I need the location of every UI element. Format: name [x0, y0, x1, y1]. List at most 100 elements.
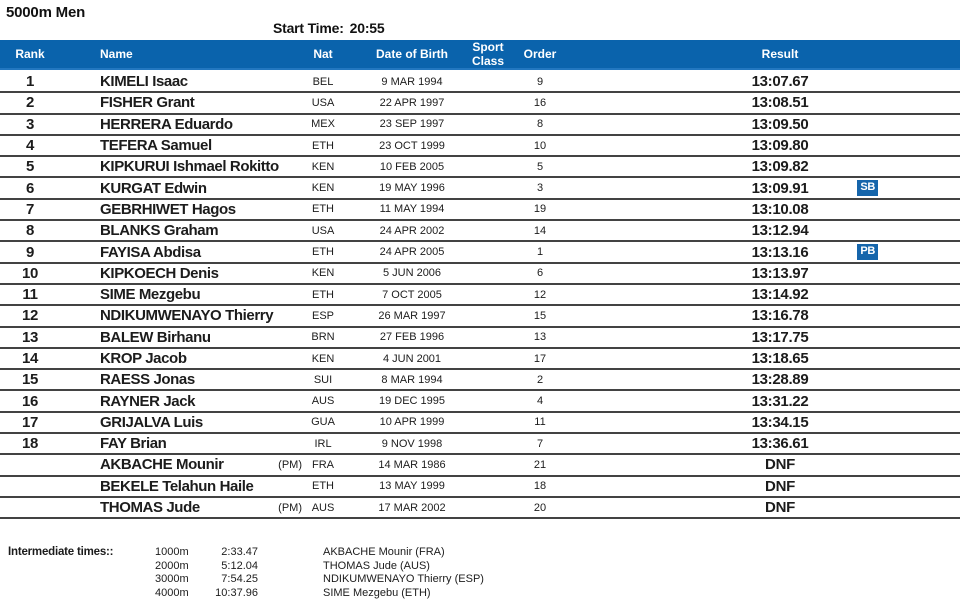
- table-row: 10 KIPKOECH Denis KEN 5 JUN 2006 6 13:13…: [0, 264, 960, 285]
- intermediate-time-row: 1000m 2:33.47 AKBACHE Mounir (FRA): [155, 546, 484, 560]
- record-badge: SB: [857, 180, 878, 196]
- intermediate-time-row: 2000m 5:12.04 THOMAS Jude (AUS): [155, 560, 484, 574]
- name-cell: THOMAS Jude (PM): [60, 499, 302, 516]
- nationality-cell: ESP: [302, 310, 344, 322]
- record-badge: PB: [857, 244, 878, 260]
- name-cell: AKBACHE Mounir (PM): [60, 456, 302, 473]
- nationality-cell: USA: [302, 97, 344, 109]
- athlete-name: GEBRHIWET Hagos: [100, 201, 236, 218]
- result-cell: 13:34.15: [570, 414, 960, 431]
- split-athlete: SIME Mezgebu (ETH): [323, 587, 484, 600]
- date-of-birth-cell: 19 DEC 1995: [344, 395, 466, 407]
- order-cell: 1: [510, 246, 570, 258]
- result-time: DNF: [765, 499, 795, 516]
- result-cell: 13:18.65: [570, 350, 960, 367]
- table-row: 3 HERRERA Eduardo MEX 23 SEP 1997 8 13:0…: [0, 115, 960, 136]
- athlete-name: KIMELI Isaac: [100, 73, 188, 90]
- athlete-name: BALEW Birhanu: [100, 329, 211, 346]
- athlete-name: KURGAT Edwin: [100, 180, 207, 197]
- table-row: 16 RAYNER Jack AUS 19 DEC 1995 4 13:31.2…: [0, 391, 960, 412]
- date-of-birth-cell: 9 MAR 1994: [344, 76, 466, 88]
- athlete-name: TEFERA Samuel: [100, 137, 212, 154]
- column-header-name: Name: [60, 47, 302, 61]
- column-header-date-of-birth: Date of Birth: [344, 47, 466, 61]
- nationality-cell: ETH: [302, 480, 344, 492]
- name-cell: RAESS Jonas: [60, 371, 302, 388]
- split-distance: 2000m: [155, 560, 200, 574]
- order-cell: 7: [510, 438, 570, 450]
- result-cell: 13:08.51: [570, 94, 960, 111]
- rank-cell: 6: [0, 180, 60, 197]
- name-cell: KIMELI Isaac: [60, 73, 302, 90]
- athlete-name: FAYISA Abdisa: [100, 244, 201, 261]
- result-time: 13:12.94: [752, 222, 809, 239]
- pacemaker-label: (PM): [274, 502, 302, 514]
- table-row: 5 KIPKURUI Ishmael Rokitto KEN 10 FEB 20…: [0, 157, 960, 178]
- rank-cell: 3: [0, 116, 60, 133]
- result-time: 13:34.15: [752, 414, 809, 431]
- result-time: 13:09.91: [752, 180, 809, 197]
- name-cell: RAYNER Jack: [60, 393, 302, 410]
- name-cell: KURGAT Edwin: [60, 180, 302, 197]
- name-cell: KROP Jacob: [60, 350, 302, 367]
- name-cell: FAY Brian: [60, 435, 302, 452]
- order-cell: 15: [510, 310, 570, 322]
- split-athlete: NDIKUMWENAYO Thierry (ESP): [323, 573, 484, 587]
- nationality-cell: KEN: [302, 267, 344, 279]
- athlete-name: GRIJALVA Luis: [100, 414, 203, 431]
- rank-cell: 12: [0, 307, 60, 324]
- split-time: 7:54.25: [200, 573, 258, 587]
- results-table: 1 KIMELI Isaac BEL 9 MAR 1994 9 13:07.67…: [0, 72, 960, 519]
- nationality-cell: ETH: [302, 203, 344, 215]
- result-cell: 13:16.78: [570, 307, 960, 324]
- rank-cell: 8: [0, 222, 60, 239]
- table-row: BEKELE Telahun Haile ETH 13 MAY 1999 18 …: [0, 477, 960, 498]
- nationality-cell: ETH: [302, 246, 344, 258]
- order-cell: 6: [510, 267, 570, 279]
- rank-cell: 5: [0, 158, 60, 175]
- name-cell: FAYISA Abdisa: [60, 244, 302, 261]
- name-cell: HERRERA Eduardo: [60, 116, 302, 133]
- nationality-cell: ETH: [302, 140, 344, 152]
- nationality-cell: IRL: [302, 438, 344, 450]
- order-cell: 3: [510, 182, 570, 194]
- table-row: 2 FISHER Grant USA 22 APR 1997 16 13:08.…: [0, 93, 960, 114]
- date-of-birth-cell: 11 MAY 1994: [344, 203, 466, 215]
- result-cell: 13:10.08: [570, 201, 960, 218]
- table-row: 17 GRIJALVA Luis GUA 10 APR 1999 11 13:3…: [0, 413, 960, 434]
- result-cell: 13:09.82: [570, 158, 960, 175]
- start-time: Start Time:20:55: [273, 20, 384, 36]
- date-of-birth-cell: 9 NOV 1998: [344, 438, 466, 450]
- result-time: 13:17.75: [752, 329, 809, 346]
- result-time: 13:31.22: [752, 393, 809, 410]
- rank-cell: 9: [0, 244, 60, 261]
- rank-cell: 17: [0, 414, 60, 431]
- athlete-name: AKBACHE Mounir: [100, 456, 224, 473]
- table-row: AKBACHE Mounir (PM) FRA 14 MAR 1986 21 D…: [0, 455, 960, 476]
- order-cell: 19: [510, 203, 570, 215]
- result-cell: 13:36.61: [570, 435, 960, 452]
- result-cell: 13:31.22: [570, 393, 960, 410]
- nationality-cell: KEN: [302, 182, 344, 194]
- name-cell: TEFERA Samuel: [60, 137, 302, 154]
- column-header-order: Order: [510, 47, 570, 61]
- table-row: THOMAS Jude (PM) AUS 17 MAR 2002 20 DNF: [0, 498, 960, 519]
- split-athlete: THOMAS Jude (AUS): [323, 560, 484, 574]
- page-title: 5000m Men: [6, 4, 85, 21]
- result-cell: 13:13.16 PB: [570, 244, 960, 261]
- nationality-cell: FRA: [302, 459, 344, 471]
- table-row: 12 NDIKUMWENAYO Thierry ESP 26 MAR 1997 …: [0, 306, 960, 327]
- date-of-birth-cell: 24 APR 2005: [344, 246, 466, 258]
- result-time: 13:09.50: [752, 116, 809, 133]
- date-of-birth-cell: 23 OCT 1999: [344, 140, 466, 152]
- date-of-birth-cell: 5 JUN 2006: [344, 267, 466, 279]
- order-cell: 2: [510, 374, 570, 386]
- start-time-label: Start Time:: [273, 20, 344, 36]
- table-row: 7 GEBRHIWET Hagos ETH 11 MAY 1994 19 13:…: [0, 200, 960, 221]
- result-time: 13:28.89: [752, 371, 809, 388]
- athlete-name: KIPKURUI Ishmael Rokitto: [100, 158, 279, 175]
- column-header-result: Result: [570, 47, 960, 61]
- result-cell: 13:09.50: [570, 116, 960, 133]
- result-time: 13:13.16: [752, 244, 809, 261]
- result-cell: DNF: [570, 478, 960, 495]
